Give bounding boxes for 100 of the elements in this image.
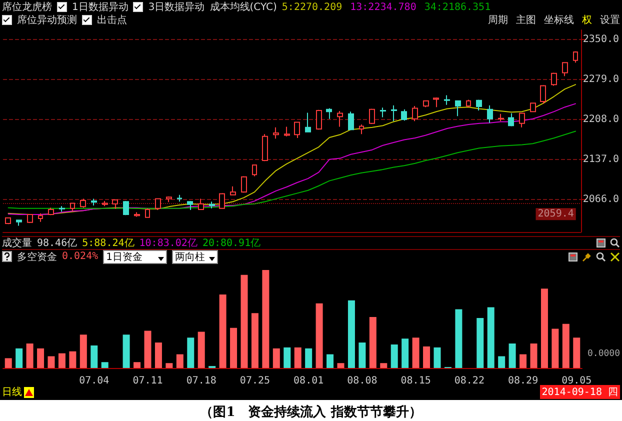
text: 34:2186.351 bbox=[424, 2, 491, 12]
candlestick bbox=[562, 62, 568, 77]
text: 13:2234.780 bbox=[350, 2, 416, 12]
candlestick bbox=[27, 213, 33, 224]
candlestick bbox=[359, 124, 364, 135]
x-tick-label: 08.29 bbox=[508, 376, 538, 386]
candlestick bbox=[48, 207, 54, 216]
candlestick bbox=[155, 198, 161, 211]
candlestick bbox=[262, 134, 268, 162]
text: 1日数据异动 bbox=[72, 1, 128, 14]
candlestick bbox=[380, 107, 386, 118]
bar bbox=[316, 303, 323, 368]
text: 多空资金 bbox=[17, 250, 57, 264]
candlestick bbox=[348, 111, 354, 131]
candlestick bbox=[187, 200, 193, 211]
bar bbox=[498, 356, 506, 368]
candlestick bbox=[70, 202, 75, 212]
candlestick bbox=[123, 200, 129, 216]
candlestick bbox=[284, 126, 290, 137]
bar bbox=[101, 362, 108, 368]
text: 0.024% bbox=[62, 251, 98, 262]
candlestick bbox=[530, 102, 536, 113]
bar bbox=[90, 345, 98, 368]
text: （图1 资金持续流入 指数节节攀升） bbox=[199, 404, 423, 421]
candlestick bbox=[337, 110, 343, 128]
bar bbox=[166, 363, 173, 368]
text: 0.0000 bbox=[587, 349, 620, 359]
candlestick bbox=[401, 108, 407, 122]
bar bbox=[134, 362, 141, 368]
text: 成交量 bbox=[2, 236, 32, 250]
x-tick-label: 07.04 bbox=[79, 376, 110, 386]
text: 3日数据异动 bbox=[148, 1, 205, 14]
text: 主图 bbox=[516, 14, 536, 27]
candlestick bbox=[166, 196, 172, 203]
candlestick bbox=[519, 112, 525, 128]
bar bbox=[294, 347, 302, 368]
candlestick bbox=[412, 105, 418, 122]
bar bbox=[573, 338, 580, 368]
bar bbox=[508, 344, 516, 368]
candlestick bbox=[391, 104, 397, 122]
x-tick-label: 07.18 bbox=[186, 376, 216, 386]
candlestick bbox=[326, 108, 332, 120]
bar bbox=[69, 351, 76, 368]
text: 权 bbox=[582, 14, 592, 27]
x-tick-label: 07.11 bbox=[132, 376, 163, 386]
candlestick bbox=[209, 201, 215, 209]
candlestick bbox=[91, 198, 97, 206]
bar bbox=[198, 332, 205, 368]
candlestick bbox=[5, 216, 11, 225]
bar bbox=[305, 348, 312, 368]
bar bbox=[455, 309, 462, 368]
text: 98.46亿 bbox=[37, 237, 78, 250]
candlestick bbox=[177, 194, 182, 202]
bar bbox=[240, 274, 248, 368]
candlestick bbox=[369, 108, 375, 124]
bar bbox=[520, 354, 527, 368]
bar bbox=[251, 313, 258, 368]
bar bbox=[219, 294, 226, 368]
x-tick-label: 07.25 bbox=[240, 376, 270, 386]
bar bbox=[348, 300, 355, 368]
text: 5:2270.209 bbox=[282, 2, 342, 12]
bar bbox=[230, 328, 238, 368]
y-tick-label: 2279.0 bbox=[582, 74, 619, 86]
bar bbox=[58, 353, 66, 368]
x-tick-label: 08.15 bbox=[400, 376, 431, 386]
text: 5:88.24亿 bbox=[82, 237, 134, 250]
candlestick bbox=[16, 219, 22, 226]
candlestick bbox=[134, 212, 140, 218]
candlestick bbox=[80, 198, 86, 208]
bar bbox=[326, 354, 334, 368]
candlestick bbox=[294, 121, 300, 139]
candlestick bbox=[498, 113, 504, 122]
text: 日线 bbox=[2, 386, 22, 399]
x-tick-label: 09.05 bbox=[562, 376, 592, 386]
bar bbox=[272, 348, 280, 368]
text: 2014-09-18 四 bbox=[540, 385, 620, 399]
x-tick-label: 08.08 bbox=[347, 376, 378, 386]
candlestick bbox=[102, 200, 108, 207]
bar bbox=[369, 317, 376, 368]
bar bbox=[144, 330, 152, 368]
bar bbox=[122, 334, 130, 368]
x-tick-label: 08.01 bbox=[294, 376, 324, 386]
bar bbox=[4, 358, 12, 368]
y-tick-label: 2137.0 bbox=[582, 154, 619, 165]
candlestick bbox=[551, 72, 557, 86]
bar bbox=[390, 344, 398, 368]
text: 周期 bbox=[488, 14, 508, 27]
candlestick bbox=[508, 112, 514, 127]
text: 坐标线 bbox=[544, 14, 574, 27]
candlestick bbox=[305, 112, 311, 133]
candlestick bbox=[219, 192, 225, 210]
candlestick bbox=[198, 198, 204, 211]
candlestick bbox=[444, 94, 450, 106]
dropdown: 两向柱 bbox=[172, 250, 218, 264]
bar bbox=[16, 348, 23, 368]
candlestick bbox=[241, 176, 247, 194]
text: 席位异动预测 bbox=[17, 14, 77, 27]
y-tick-label: 2066.0 bbox=[582, 194, 619, 205]
bar bbox=[380, 363, 388, 368]
candlestick bbox=[476, 99, 482, 111]
